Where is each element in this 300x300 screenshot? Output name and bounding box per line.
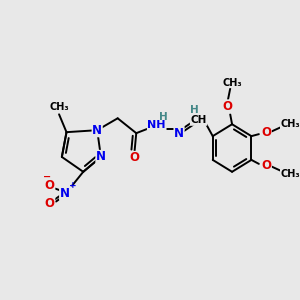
Text: N: N [96, 150, 106, 164]
Text: O: O [261, 126, 271, 139]
Text: H: H [159, 112, 168, 122]
Text: N: N [92, 124, 102, 137]
Text: −: − [43, 172, 51, 182]
Text: O: O [222, 100, 233, 113]
Text: CH₃: CH₃ [49, 102, 69, 112]
Text: +: + [69, 181, 77, 190]
Text: CH: CH [190, 115, 207, 125]
Text: O: O [261, 159, 271, 172]
Text: N: N [174, 127, 184, 140]
Text: N: N [60, 187, 70, 200]
Text: O: O [45, 179, 55, 192]
Text: CH₃: CH₃ [281, 119, 300, 129]
Text: O: O [45, 197, 55, 210]
Text: CH₃: CH₃ [222, 78, 242, 88]
Text: CH₃: CH₃ [281, 169, 300, 179]
Text: O: O [129, 152, 140, 164]
Text: NH: NH [148, 120, 166, 130]
Text: H: H [190, 105, 198, 116]
